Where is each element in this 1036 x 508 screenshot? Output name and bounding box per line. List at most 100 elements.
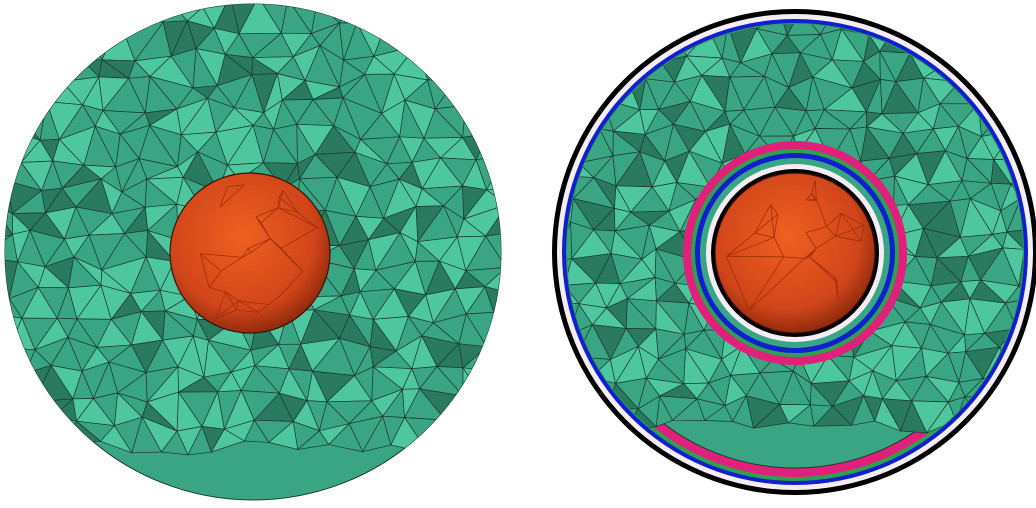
right-mesh-triangle-509 [1009,355,1023,376]
right-mesh-triangle-0 [567,24,577,32]
left-mesh-triangle-5 [43,0,81,1]
left-mesh-triangle-39 [5,6,41,34]
left-mesh-triangle-572 [462,367,500,398]
right-sphere-edge-14 [726,232,755,257]
right-mesh-triangle-36 [595,29,625,54]
left-mesh-triangle-623 [131,416,162,454]
right-mesh-triangle-64 [986,26,1009,66]
left-mesh-triangle-101 [416,21,448,60]
right-mesh-triangle-62 [957,27,988,64]
right-sphere-edge-10 [840,212,862,242]
left-mesh-triangle-28 [402,0,423,3]
left-mesh-triangle-253 [5,158,8,182]
right-mesh-triangle-375 [567,284,580,305]
left-sphere-edge-5 [238,300,269,305]
left-mesh-triangle-32 [460,4,480,5]
left-mesh-triangle-212 [465,104,501,135]
left-sphere-edge-35 [270,238,282,249]
left-mesh-triangle-3 [23,4,44,8]
left-mesh-triangle-621 [99,425,133,454]
left-sphere-edge-3 [258,304,269,313]
left-sphere-edge-6 [200,253,222,272]
right-mesh-triangle-71 [597,52,628,82]
left-mesh-triangle-33 [470,0,507,4]
right-mesh-panel [552,9,1036,495]
left-mesh-triangle-543 [11,372,35,405]
left-mesh-triangle-37 [0,1,2,25]
right-mesh-triangle-101 [1009,59,1023,84]
right-mesh-triangle-6 [640,24,662,39]
left-mesh-triangle-38 [23,4,44,35]
left-mesh-triangle-631 [243,419,270,443]
left-mesh-triangle-2 [5,4,40,8]
left-mesh-triangle-288 [5,179,8,206]
right-mesh-triangle-168 [1000,107,1023,131]
right-mesh-triangle-28 [949,24,972,29]
left-mesh-triangle-395 [506,232,530,271]
left-mesh-triangle-579 [12,401,55,426]
left-mesh-triangle-617 [27,415,65,452]
left-mesh-triangle-140 [477,51,501,78]
left-mesh-triangle-611 [493,399,501,423]
left-mesh-triangle-217 [5,127,22,163]
left-mesh-triangle-6 [62,0,99,1]
left-mesh-triangle-541 [5,377,13,405]
left-sphere-edge-15 [219,186,228,208]
right-sphere-edge-28 [835,213,842,237]
left-mesh-triangle-49 [162,4,188,23]
left-mesh-triangle-7 [81,0,109,1]
right-sphere-edge-15 [726,237,775,257]
right-mesh-triangle-169 [1013,107,1023,139]
right-mesh-triangle-3 [595,24,625,37]
right-mesh-triangle-30 [969,24,996,33]
right-mesh-triangle-69 [567,59,599,85]
left-sphere-edge-18 [215,300,239,319]
left-mesh-triangle-286 [506,155,533,189]
right-sphere-edge-41 [754,213,778,234]
left-sphere-edge-13 [255,216,271,239]
left-mesh-triangle-61 [338,4,358,24]
right-sphere-edge-25 [820,210,827,227]
left-mesh-triangle-323 [508,189,524,208]
left-sphere-edge-32 [247,248,251,253]
left-mesh-triangle-610 [480,396,501,423]
right-sphere-edge-33 [770,204,775,238]
left-mesh-triangle-644 [477,422,495,447]
left-mesh-triangle-103 [445,25,479,62]
left-mesh-triangle-250 [486,130,501,156]
right-mesh-triangle-577 [1018,394,1023,433]
right-mesh-triangle-8 [659,24,686,29]
left-mesh-triangle-75 [12,32,43,61]
right-mesh-triangle-4 [613,24,642,37]
right-sphere-edge-0 [726,256,750,311]
right-mesh-triangle-16 [780,24,802,37]
left-sphere-edge-17 [214,291,227,319]
left-mesh-triangle-79 [81,24,103,61]
left-sphere-edge-22 [297,212,318,228]
right-sphere-edge-22 [805,232,817,249]
right-mesh-triangle-545 [567,409,589,425]
right-mesh-triangle-99 [979,63,1012,84]
left-sphere-edge-36 [236,309,259,313]
left-mesh-triangle-142 [504,52,525,72]
left-mesh-triangle-574 [498,370,501,401]
right-mesh-triangle-70 [582,52,603,83]
left-mesh-triangle-1 [5,4,25,8]
left-sphere-edge-37 [238,300,259,313]
left-mesh-triangle-639 [362,415,392,453]
right-mesh-triangle-37 [582,28,603,62]
left-mesh-triangle-78 [57,24,89,62]
left-mesh-triangle-627 [187,425,212,456]
left-sphere-mesh-lines [169,172,331,334]
right-sphere-edge-24 [815,199,822,211]
left-sphere-edge-14 [227,184,245,187]
left-mesh-panel [0,0,533,501]
left-mesh-triangle-430 [506,267,530,295]
right-mesh-triangle-7 [641,24,673,38]
right-sphere-edge-32 [754,204,772,234]
left-sphere-edge-38 [236,300,239,311]
left-mesh-triangle-43 [57,4,89,33]
left-mesh-triangle-147 [14,79,47,111]
left-mesh-triangle-645 [457,422,481,456]
right-mesh-triangle-1 [567,24,597,32]
